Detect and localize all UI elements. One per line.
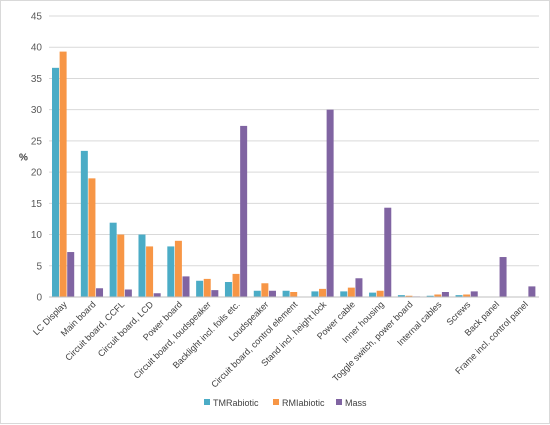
bar-mass-9 [326,109,334,298]
y-tick-label: 15 [31,199,43,210]
bar-tmrabiotic-13 [426,295,434,297]
bar-rmiabiotic-14 [463,294,471,297]
bar-tmrabiotic-7 [253,290,261,297]
y-tick-label: 10 [31,230,43,241]
legend-label-mass: Mass [345,398,367,408]
y-tick-label: 0 [36,293,42,304]
bar-rmiabiotic-6 [232,273,240,297]
y-tick-labels: 0 5 10 15 20 25 30 35 40 45 [31,12,43,304]
bar-rmiabiotic-1 [88,178,96,297]
bar-tmrabiotic-1 [80,150,88,297]
legend-label-tmrabiotic: TMRabiotic [213,398,259,408]
bar-mass-14 [470,291,478,297]
bar-tmrabiotic-8 [282,290,290,297]
bar-mass-13 [441,292,449,297]
bar-mass-15 [499,257,507,297]
bar-tmrabiotic-4 [167,246,175,297]
bar-tmrabiotic-10 [340,291,348,297]
bar-tmrabiotic-14 [455,295,463,297]
bar-mass-5 [211,290,219,297]
bar-mass-6 [240,125,248,297]
gridlines [49,15,539,298]
bar-mass-4 [182,276,190,297]
legend: TMRabiotic RMIabiotic Mass [204,398,367,408]
y-tick-label: 20 [31,168,43,179]
bar-rmiabiotic-4 [174,240,182,297]
bar-tmrabiotic-11 [369,292,377,297]
bar-mass-2 [124,289,132,297]
bar-tmrabiotic-3 [138,234,146,297]
bar-mass-1 [96,288,104,297]
legend-label-rmiabiotic: RMIabiotic [282,398,325,408]
y-tick-label: 45 [31,12,43,23]
bar-rmiabiotic-0 [59,51,67,297]
y-tick-label: 30 [31,105,43,116]
bar-rmiabiotic-5 [203,278,211,297]
bar-tmrabiotic-12 [397,295,405,297]
bar-mass-0 [67,252,75,297]
bar-tmrabiotic-9 [311,291,319,297]
bar-mass-3 [153,293,161,297]
bar-mass-11 [384,207,392,297]
y-axis-label: % [19,153,28,164]
bar-tmrabiotic-2 [109,222,117,297]
x-tick-label: Screws [444,299,472,327]
bar-tmrabiotic-0 [52,67,60,297]
y-tick-label: 25 [31,136,43,147]
y-tick-label: 35 [31,74,43,85]
bar-rmiabiotic-7 [261,283,269,297]
bar-mass-16 [528,286,536,297]
legend-swatch-tmrabiotic [204,399,210,405]
bar-rmiabiotic-13 [434,294,442,297]
legend-swatch-rmiabiotic [273,399,279,405]
bar-rmiabiotic-9 [319,288,327,297]
y-tick-label: 5 [36,261,42,272]
bar-rmiabiotic-12 [405,295,413,297]
bar-tmrabiotic-6 [224,282,232,297]
bars [52,51,536,298]
bar-tmrabiotic-5 [196,280,204,297]
bar-mass-10 [355,278,363,297]
y-tick-label: 40 [31,43,43,54]
bar-rmiabiotic-3 [146,246,154,297]
legend-swatch-mass [336,399,342,405]
bar-rmiabiotic-11 [376,290,384,297]
bar-mass-7 [268,290,276,297]
bar-rmiabiotic-10 [347,287,355,297]
bar-rmiabiotic-2 [117,234,125,297]
bar-rmiabiotic-8 [290,292,298,297]
